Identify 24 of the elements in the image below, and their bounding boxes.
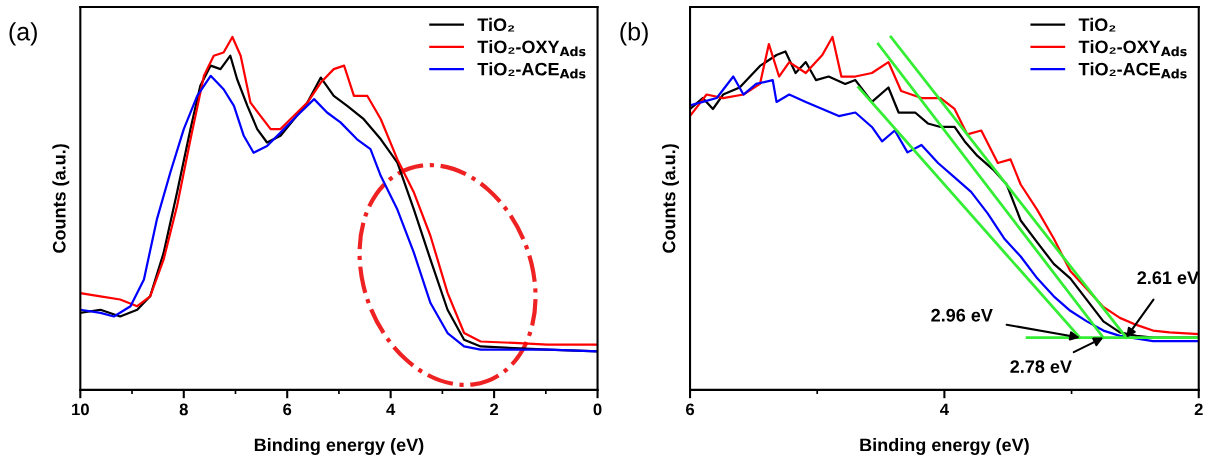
- x-axis-title: Binding energy (eV): [860, 438, 1029, 455]
- x-tick-label: 8: [179, 403, 188, 416]
- x-tick-label: 4: [386, 403, 396, 416]
- x-tick-label: 2: [490, 403, 499, 416]
- annotation: 2.78 eV: [1010, 360, 1072, 374]
- legend-label: TiO₂: [477, 17, 515, 32]
- legend-label: TiO₂-ACE$_{Ads}$: [1078, 62, 1187, 79]
- x-tick-label: 6: [686, 403, 695, 416]
- x-tick-label: 10: [72, 403, 89, 416]
- legend-label: TiO₂-OXY$_{Ads}$: [477, 40, 586, 57]
- chart-title: (b): [620, 22, 648, 46]
- x-tick-label: 6: [283, 403, 292, 416]
- x-axis-title: Binding energy (eV): [254, 438, 424, 455]
- annotation: 2.61 eV: [1137, 271, 1199, 285]
- legend-label: TiO₂-ACE$_{Ads}$: [477, 62, 586, 79]
- y-axis-title: Counts (a.u.): [52, 144, 70, 253]
- x-tick-label: 0: [593, 403, 602, 416]
- annotation: 2.96 eV: [931, 308, 993, 322]
- x-tick-label: 2: [1194, 403, 1203, 416]
- legend-label: TiO₂: [1078, 17, 1116, 32]
- legend-label: TiO₂-OXY$_{Ads}$: [1078, 40, 1187, 57]
- chart-title: (a): [9, 22, 37, 46]
- y-axis-title: Counts (a.u.): [662, 144, 679, 253]
- x-tick-label: 4: [940, 403, 949, 416]
